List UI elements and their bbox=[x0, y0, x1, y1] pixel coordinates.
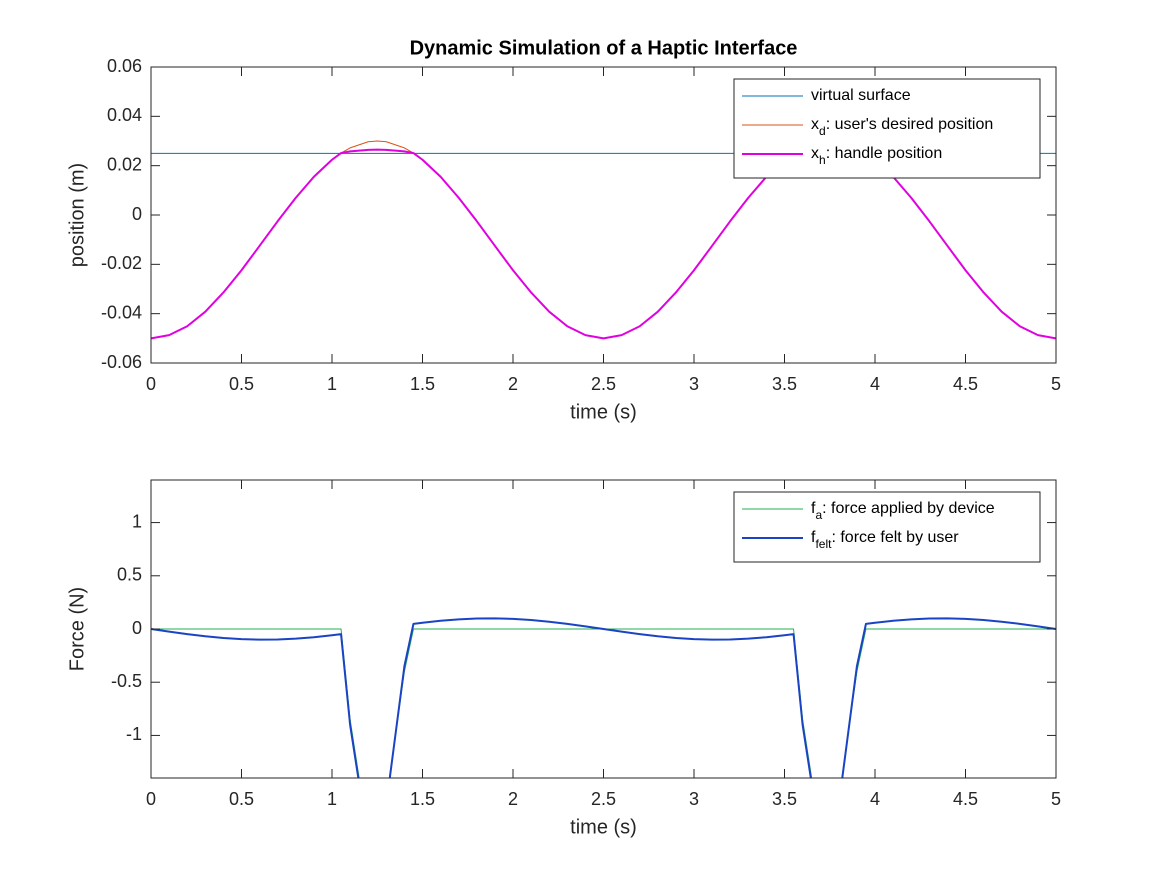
y-tick-label: -0.06 bbox=[101, 352, 142, 372]
legend-label: xd: user's desired position bbox=[811, 116, 993, 138]
x-tick-label: 3.5 bbox=[772, 374, 797, 394]
y-tick-label: 0.04 bbox=[107, 105, 142, 125]
y-tick-label: -0.04 bbox=[101, 302, 142, 322]
x-tick-label: 3 bbox=[689, 374, 699, 394]
x-tick-label: 4 bbox=[870, 374, 880, 394]
x-tick-label: 2 bbox=[508, 374, 518, 394]
x-tick-label: 0.5 bbox=[229, 374, 254, 394]
plot-lines bbox=[151, 617, 1056, 778]
legend-box bbox=[733, 491, 1041, 563]
x-tick-label: 1 bbox=[327, 789, 337, 809]
legend: virtual surface xd: user's desired positi… bbox=[733, 78, 1041, 179]
x-tick-label: 2.5 bbox=[591, 374, 616, 394]
legend-label-part: x bbox=[811, 116, 819, 133]
x-axis-label: time (s) bbox=[570, 816, 637, 838]
series-line bbox=[151, 617, 1056, 778]
x-tick-label: 1 bbox=[327, 374, 337, 394]
legend-label-part: : force applied by device bbox=[822, 500, 995, 517]
legend-label-part: h bbox=[819, 153, 826, 167]
y-tick-label: -0.5 bbox=[111, 671, 142, 691]
legend-label-part: x bbox=[811, 145, 819, 162]
x-tick-label: 0.5 bbox=[229, 789, 254, 809]
y-tick-label: 0 bbox=[132, 618, 142, 638]
legend-label: fa: force applied by device bbox=[811, 500, 995, 522]
legend-label-part: f bbox=[811, 500, 816, 517]
legend-label-part: : handle position bbox=[826, 145, 943, 162]
y-axis-label: position (m) bbox=[66, 163, 88, 267]
legend-label-part: : force felt by user bbox=[831, 529, 959, 546]
x-tick-label: 5 bbox=[1051, 789, 1061, 809]
x-tick-label: 0 bbox=[146, 789, 156, 809]
x-tick-label: 4.5 bbox=[953, 789, 978, 809]
legend-label: virtual surface bbox=[811, 87, 911, 104]
chart-title: Dynamic Simulation of a Haptic Interface bbox=[410, 37, 798, 59]
x-tick-label: 5 bbox=[1051, 374, 1061, 394]
legend-label-part: felt bbox=[815, 537, 832, 551]
x-tick-label: 4 bbox=[870, 789, 880, 809]
legend-label-part: d bbox=[819, 124, 826, 138]
y-tick-label: 0.06 bbox=[107, 56, 142, 76]
x-tick-label: 0 bbox=[146, 374, 156, 394]
x-tick-label: 1.5 bbox=[410, 374, 435, 394]
y-tick-label: -0.02 bbox=[101, 253, 142, 273]
x-tick-label: 1.5 bbox=[410, 789, 435, 809]
legend-label: ffelt: force felt by user bbox=[811, 529, 959, 551]
y-tick-label: 0 bbox=[132, 204, 142, 224]
x-tick-label: 4.5 bbox=[953, 374, 978, 394]
y-tick-label: 0.5 bbox=[117, 565, 142, 585]
legend-label-part: a bbox=[815, 508, 822, 522]
x-tick-label: 3.5 bbox=[772, 789, 797, 809]
x-axis-label: time (s) bbox=[570, 401, 637, 423]
x-tick-label: 2 bbox=[508, 789, 518, 809]
x-tick-label: 2.5 bbox=[591, 789, 616, 809]
legend-label-part: f bbox=[811, 529, 816, 546]
legend-label: xh: handle position bbox=[811, 145, 942, 167]
y-axis-label: Force (N) bbox=[66, 587, 88, 671]
y-tick-label: 1 bbox=[132, 511, 142, 531]
x-tick-label: 3 bbox=[689, 789, 699, 809]
y-tick-label: 0.02 bbox=[107, 154, 142, 174]
legend-label-part: : user's desired position bbox=[826, 116, 994, 133]
y-tick-label: -1 bbox=[126, 724, 142, 744]
